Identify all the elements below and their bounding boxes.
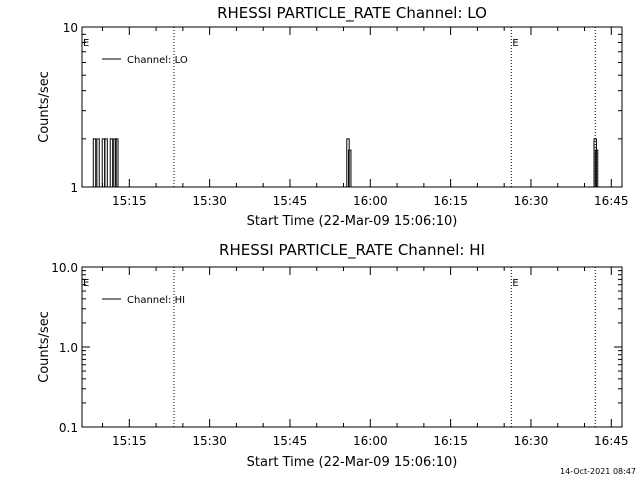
- panel1-title: RHESSI PARTICLE_RATE Channel: LO: [217, 4, 487, 23]
- panel1-data-spike: [594, 149, 599, 187]
- panel1-y-tick-label: 10: [63, 21, 78, 35]
- panel2-x-tick-label: 16:00: [353, 434, 388, 448]
- panel1-x-tick-label: 15:45: [273, 194, 308, 208]
- panel1-x-tick-label: 16:15: [433, 194, 468, 208]
- panel1-x-tick-label: 15:15: [112, 194, 147, 208]
- panel2-x-tick-label: 16:15: [433, 434, 468, 448]
- panel1-x-axis-label: Start Time (22-Mar-09 15:06:10): [247, 214, 458, 229]
- panel2-y-tick-label: 0.1: [59, 421, 78, 435]
- panel2-x-axis-label: Start Time (22-Mar-09 15:06:10): [247, 455, 458, 470]
- panel2-x-tick-label: 16:45: [594, 434, 629, 448]
- panel2-y-tick-label: 1.0: [59, 341, 78, 355]
- panel2-legend-label: Channel: HI: [127, 295, 185, 306]
- panel1-data-spike: [104, 138, 108, 187]
- panel1-y-axis-label: Counts/sec: [37, 71, 52, 143]
- timestamp-footer: 14-Oct-2021 08:47: [560, 467, 636, 476]
- panel2-y-tick-label: 10.0: [51, 261, 78, 275]
- panel1-data-spike: [101, 138, 106, 187]
- panel2-edge-label: E: [83, 278, 89, 289]
- panel2-title: RHESSI PARTICLE_RATE Channel: HI: [219, 241, 485, 260]
- panel1-data-spike: [346, 138, 350, 187]
- panel1-data-spike: [593, 138, 597, 187]
- panel1-x-tick-label: 15:30: [192, 194, 227, 208]
- panel1-data-spike: [92, 138, 97, 187]
- panel2-x-tick-label: 16:30: [514, 434, 549, 448]
- panel1-data-spike: [113, 138, 117, 187]
- panel1-data-spike: [348, 149, 352, 187]
- panel1-x-tick-label: 16:30: [514, 194, 549, 208]
- panel1-y-tick-label: 1: [70, 181, 78, 195]
- panel1-event-marker-label: E: [512, 38, 518, 49]
- panel2-x-tick-label: 15:15: [112, 434, 147, 448]
- panel2-x-tick-label: 15:45: [273, 434, 308, 448]
- panel1-x-tick-label: 16:45: [594, 194, 629, 208]
- panel2-event-marker-label: E: [512, 278, 518, 289]
- panel2-x-tick-label: 15:30: [192, 434, 227, 448]
- panel1-data-spike: [115, 138, 119, 187]
- panel1-legend-label: Channel: LO: [127, 55, 188, 66]
- panel1-edge-label: E: [83, 38, 89, 49]
- panel2-plot-frame: [81, 266, 623, 428]
- panel2-y-axis-label: Counts/sec: [37, 311, 52, 383]
- panel1-x-tick-label: 16:00: [353, 194, 388, 208]
- panel1-plot-frame: [81, 26, 623, 188]
- panel1-data-spike: [96, 138, 100, 187]
- panel1-data-spike: [109, 138, 114, 187]
